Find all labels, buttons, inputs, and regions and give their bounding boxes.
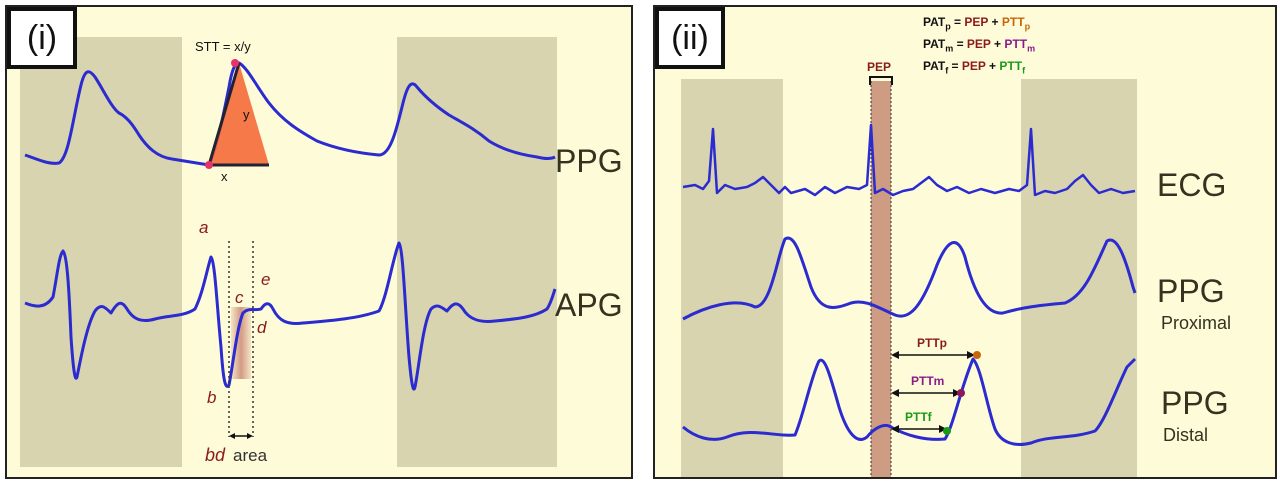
- proximal-sublabel: Proximal: [1161, 313, 1232, 333]
- pttp-arrow-left: [891, 351, 899, 359]
- distal-sublabel: Distal: [1163, 425, 1209, 445]
- apg-label: APG: [555, 287, 623, 323]
- apg-trace: [24, 241, 557, 391]
- formula-pat-m: PATm = PEP + PTTm: [923, 37, 1036, 54]
- apg-point-d: d: [257, 318, 267, 337]
- panel-i-label: (i): [7, 7, 77, 69]
- shade-left: [681, 79, 783, 477]
- pttf-point: [943, 427, 951, 435]
- apg-area-band: [231, 307, 251, 379]
- stt-formula: STT = x/y: [195, 39, 251, 54]
- pep-band: [871, 81, 891, 477]
- pttp-point: [973, 351, 981, 359]
- stt-foot-point: [205, 161, 213, 169]
- stt-hypotenuse: [207, 62, 241, 166]
- apg-point-c: c: [235, 288, 244, 307]
- pttm-label: PTTm: [911, 374, 944, 388]
- formula-pat-p: PATp = PEP + PTTp: [923, 15, 1031, 32]
- pttf-label: PTTf: [905, 410, 933, 424]
- ppg-proximal-label: PPG: [1157, 273, 1225, 309]
- apg-point-a: a: [199, 218, 208, 237]
- stt-x-label: x: [221, 169, 228, 184]
- pttp-label: PTTp: [917, 336, 947, 350]
- bd-label: bd: [205, 445, 226, 465]
- shade-right: [397, 37, 557, 467]
- ecg-trace: [682, 123, 1136, 197]
- formula-pat-f: PATf = PEP + PTTf: [923, 59, 1026, 76]
- panel-ii: PTTp PTTm PTTf PEP (ii) PATp = PEP + PTT…: [653, 5, 1277, 479]
- apg-point-e: e: [261, 270, 270, 289]
- bd-arrow-head-left: [229, 433, 235, 439]
- stt-triangle: [209, 63, 269, 165]
- ppg-label: PPG: [555, 143, 623, 179]
- stt-y-label: y: [243, 107, 250, 122]
- pttm-arrow-left: [891, 389, 899, 397]
- area-label: area: [233, 446, 268, 465]
- panel-i-figure: STT = x/y y x a b c d e bd area: [20, 37, 557, 467]
- pttf-arrow-left: [891, 425, 899, 433]
- panel-ii-figure: PTTp PTTm PTTf PEP: [681, 60, 1137, 477]
- pttm-point: [957, 389, 965, 397]
- ppg-proximal-trace: [682, 236, 1137, 321]
- stt-peak-point: [231, 59, 239, 67]
- apg-point-b: b: [207, 388, 216, 407]
- pep-bracket: [869, 76, 893, 85]
- shade-right: [1021, 79, 1137, 477]
- ppg-distal-label: PPG: [1161, 385, 1229, 421]
- ecg-label: ECG: [1157, 167, 1227, 203]
- panel-ii-label: (ii): [655, 7, 725, 69]
- panel-i: STT = x/y y x a b c d e bd area (i) PPG …: [5, 5, 633, 479]
- pttp-arrow-right: [967, 351, 975, 359]
- pep-label: PEP: [867, 60, 891, 74]
- shade-left: [20, 37, 182, 467]
- pttf-arrow-right: [939, 425, 947, 433]
- bd-arrow-head-right: [247, 433, 253, 439]
